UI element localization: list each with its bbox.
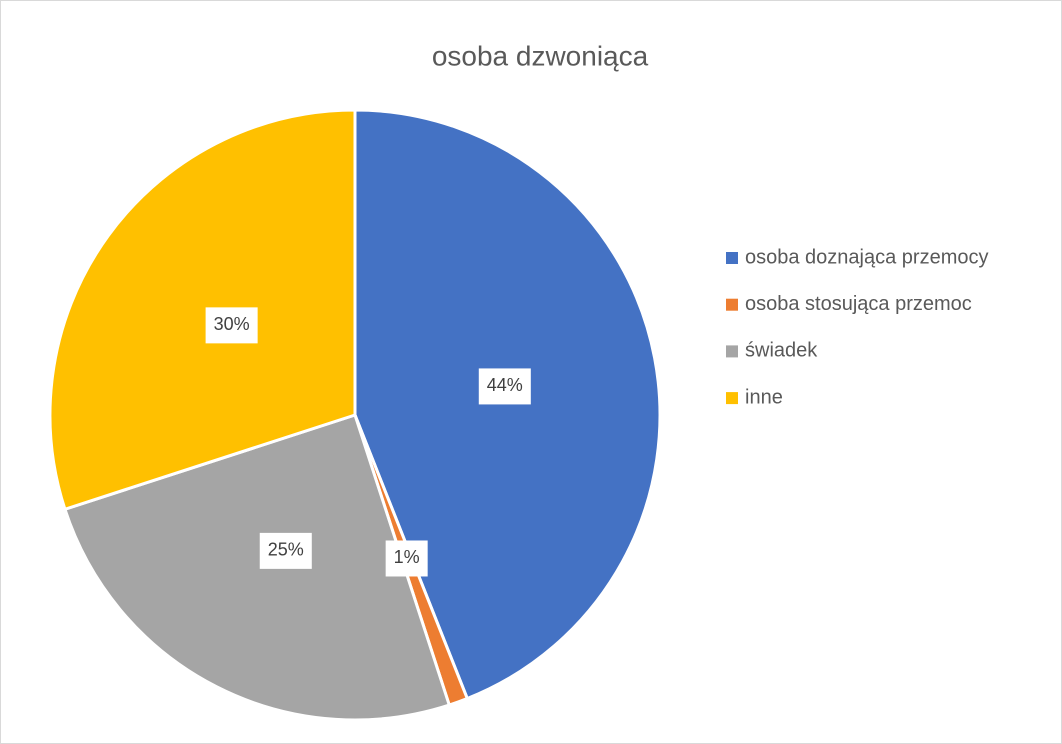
- legend-swatch: [726, 252, 738, 264]
- data-label: 44%: [487, 375, 523, 395]
- legend-swatch: [726, 298, 738, 311]
- pie-slice: [63, 413, 452, 722]
- legend-label: osoba stosująca przemoc: [745, 293, 972, 315]
- data-label: 1%: [394, 547, 420, 567]
- data-label: 30%: [214, 314, 250, 334]
- legend-label: świadek: [745, 340, 818, 362]
- data-label-box: [385, 540, 428, 577]
- chart-title: osoba dzwoniąca: [432, 40, 649, 71]
- legend-label: osoba doznająca przemocy: [745, 246, 988, 268]
- data-label-box: [205, 307, 258, 344]
- pie-slice: [48, 108, 357, 512]
- data-label-box: [259, 532, 312, 569]
- legend-swatch: [726, 392, 738, 405]
- legend-swatch: [726, 345, 738, 358]
- data-label-box: [478, 368, 531, 405]
- data-label: 25%: [268, 540, 304, 560]
- legend-label: inne: [745, 386, 783, 408]
